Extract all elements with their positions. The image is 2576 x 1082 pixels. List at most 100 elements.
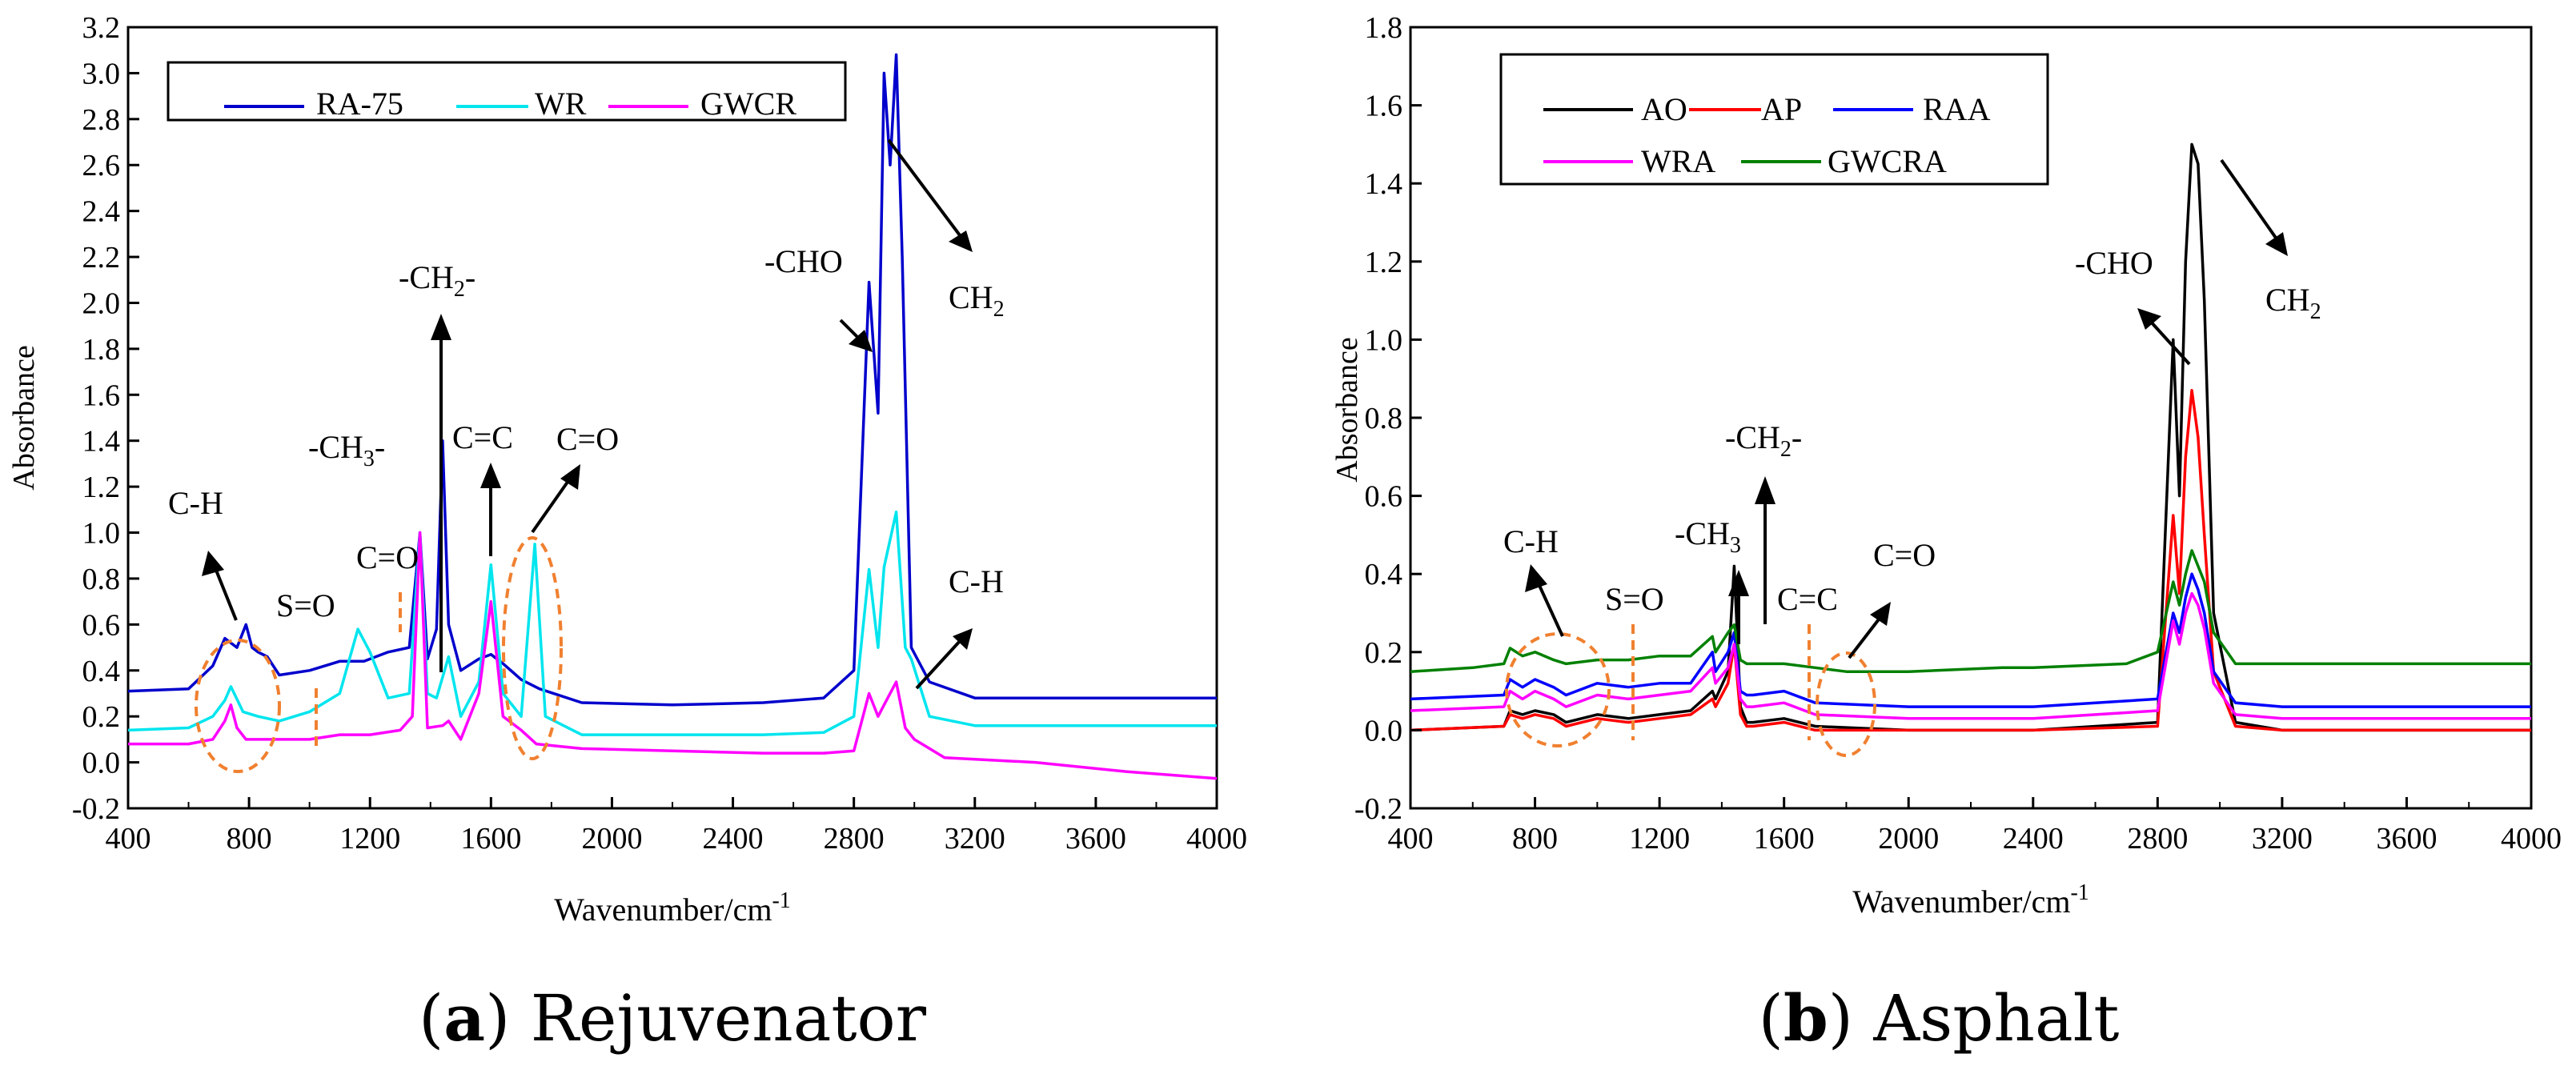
y-ticks-b: -0.2 0.0 0.2 0.4 0.6 0.8 1.0 1.2 1.4 1.6 1.8 <box>1354 11 1422 826</box>
legend-label-wr: WR <box>535 86 587 122</box>
y-tick-label: -0.2 <box>72 792 120 826</box>
y-ticks-a: -0.2 0.0 0.2 0.4 0.6 0.8 1.0 1.2 1.4 1.6 1.8 2.0 2.2… <box>72 11 139 826</box>
y-tick-label: 0.4 <box>82 655 121 688</box>
x-tick-label: 400 <box>1388 822 1434 856</box>
ellipse-co-a <box>502 536 563 760</box>
legend-label-gwcra: GWCRA <box>1828 143 1947 179</box>
series-line-gwcra <box>1410 549 2531 673</box>
ellipse-co-b <box>1816 651 1876 757</box>
y-tick-label: 0.8 <box>82 563 121 596</box>
series-a <box>127 53 1218 780</box>
legend-label-ap: AP <box>1761 91 1802 127</box>
series-line-wr <box>127 510 1217 736</box>
y-tick-label: 1.8 <box>82 333 121 367</box>
arrowheads-a <box>202 230 973 650</box>
x-tick-label: 2800 <box>2127 822 2188 856</box>
x-tick-label: 1600 <box>1754 822 1815 856</box>
label-so-a: S=O <box>276 587 335 623</box>
legend-label-wra: WRA <box>1641 143 1715 179</box>
arrow-ch2top-b <box>2220 158 2279 242</box>
y-tick-label: 0.0 <box>1365 714 1403 747</box>
legend-b: AO AP RAA WRA GWCRA <box>1499 53 2049 186</box>
x-tick-label: 2800 <box>824 822 885 856</box>
y-tick-label: 1.0 <box>1365 323 1403 357</box>
y-tick-label: 1.4 <box>1365 167 1403 201</box>
x-tick-label: 800 <box>227 822 272 856</box>
x-tick-label: 4000 <box>2501 822 2562 856</box>
arrow-cho-b <box>2148 319 2191 366</box>
label-co1-a: C=O <box>356 539 419 575</box>
series-line-raa <box>1410 572 2531 708</box>
legend-label-ra75: RA-75 <box>316 86 403 122</box>
y-tick-label: 2.4 <box>82 195 121 229</box>
legend-label-gwcr: GWCR <box>700 86 796 122</box>
x-tick-label: 1200 <box>339 822 400 856</box>
y-tick-label: 0.2 <box>1365 636 1403 670</box>
caption-a: (a) Rejuvenator <box>419 980 927 1056</box>
label-chright-a: C-H <box>949 563 1004 599</box>
y-tick-label: 0.2 <box>82 700 121 734</box>
ylabel-b: Absorbance <box>1330 337 1364 482</box>
legend-label-ao: AO <box>1641 91 1687 127</box>
xlabel-a: Wavenumber/cm-1 <box>554 888 791 928</box>
ellipse-ch-b <box>1505 632 1611 747</box>
series-line-gwcr <box>128 531 1218 780</box>
x-tick-label: 2000 <box>1878 822 1939 856</box>
arrow-co-b <box>1848 615 1883 659</box>
panel-b-asphalt: 400 800 1200 1600 2000 2400 2800 3200 3600 4000 -… <box>1330 11 2562 1056</box>
x-tick-label: 2400 <box>2003 822 2064 856</box>
series-line-ao <box>1410 142 2531 732</box>
x-tick-label: 2400 <box>703 822 764 856</box>
legend-a: RA-75 WR GWCR <box>167 61 847 122</box>
y-tick-label: 3.2 <box>82 11 121 45</box>
series-line-ra-75 <box>127 53 1217 707</box>
label-co2-a: C=O <box>556 421 619 457</box>
arrow-chright-a <box>915 639 962 690</box>
y-tick-label: 2.2 <box>82 241 121 275</box>
x-tick-label: 2000 <box>581 822 642 856</box>
label-cho-a: -CHO <box>764 243 843 279</box>
series-b <box>1410 142 2531 732</box>
x-tick-label: 4000 <box>1186 822 1247 856</box>
x-tick-label: 1600 <box>460 822 521 856</box>
y-tick-label: 0.6 <box>1365 480 1403 514</box>
y-tick-label: 2.8 <box>82 103 121 137</box>
caption-b: (b) Asphalt <box>1759 980 2120 1056</box>
y-tick-label: 2.0 <box>82 287 121 320</box>
label-cc-b: C=C <box>1777 581 1838 617</box>
y-tick-label: 0.4 <box>1365 558 1403 591</box>
y-tick-label: 0.8 <box>1365 402 1403 435</box>
y-tick-label: 1.4 <box>82 425 121 459</box>
y-tick-label: 1.2 <box>1365 246 1403 279</box>
x-tick-label: 800 <box>1512 822 1558 856</box>
ellipse-ch-a <box>195 639 281 773</box>
x-tick-label: 3200 <box>945 822 1005 856</box>
x-tick-label: 3600 <box>2376 822 2437 856</box>
label-so-b: S=O <box>1605 581 1664 617</box>
x-tick-label: 1200 <box>1629 822 1690 856</box>
label-cho-b: -CHO <box>2075 245 2153 281</box>
label-ch-b: C-H <box>1503 523 1559 559</box>
annotations-b <box>1505 158 2279 757</box>
panel-a-rejuvenator: 400 800 1200 1600 2000 2400 2800 3200 3600 4000 -… <box>7 11 1247 1056</box>
y-tick-label: -0.2 <box>1354 792 1402 826</box>
series-line-wra <box>1410 591 2531 720</box>
label-co-b: C=O <box>1873 537 1936 573</box>
x-ticks-a: 400 800 1200 1600 2000 2400 2800 3200 3600 4000 <box>106 797 1247 856</box>
x-tick-label: 400 <box>106 822 151 856</box>
y-tick-label: 1.8 <box>1365 11 1403 45</box>
y-tick-label: 0.0 <box>82 747 121 780</box>
arrowheads-b <box>1525 232 2288 626</box>
y-tick-label: 1.6 <box>82 379 121 412</box>
label-ch3-b: -CH3 <box>1675 515 1741 558</box>
legend-label-raa: RAA <box>1923 91 1991 127</box>
y-tick-label: 3.0 <box>82 57 121 90</box>
annotation-labels-a: C-H S=O C=O -CH3- -CH2- C=C C=O -CHO CH2… <box>168 243 1005 623</box>
series-line-ap <box>1410 389 2531 732</box>
arrow-ch-b <box>1535 579 1564 637</box>
label-cc-a: C=C <box>452 419 513 455</box>
x-tick-label: 3200 <box>2252 822 2313 856</box>
y-tick-label: 1.2 <box>82 471 121 504</box>
y-tick-label: 1.6 <box>1365 90 1403 123</box>
